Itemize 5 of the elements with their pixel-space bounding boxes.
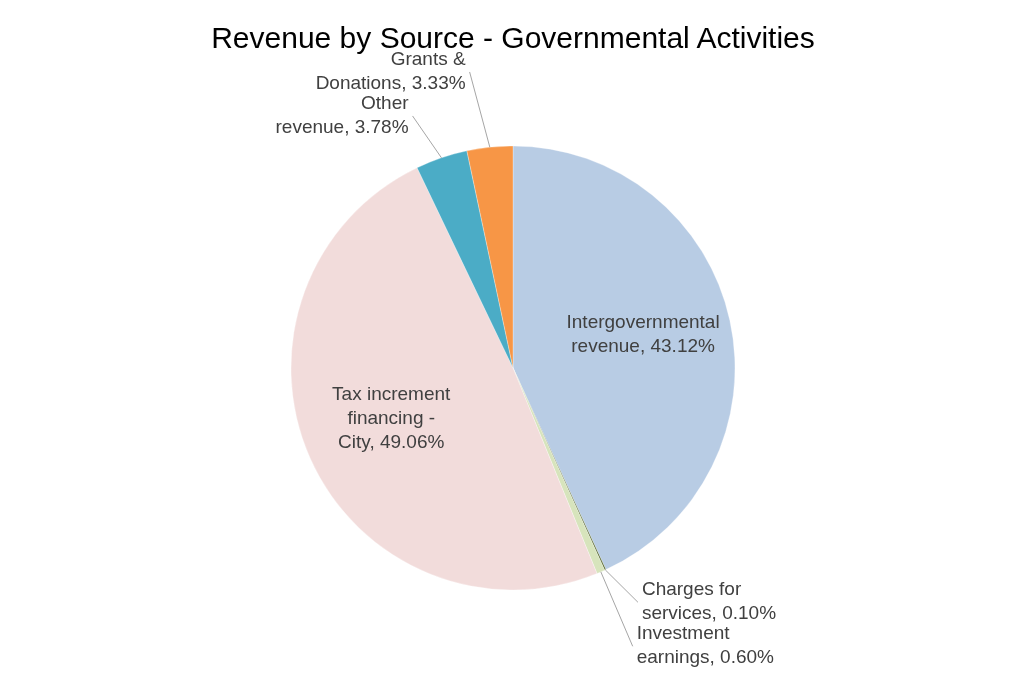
slice-label: Tax increment financing - City, 49.06% <box>332 383 452 452</box>
slice-label: Charges for services, 0.10% <box>641 578 777 624</box>
slice-label: Intergovernmental revenue, 43.12% <box>566 311 720 357</box>
slice-label: Investment earnings, 0.60% <box>636 622 775 668</box>
slice-label: Other revenue, 3.78% <box>275 91 410 137</box>
